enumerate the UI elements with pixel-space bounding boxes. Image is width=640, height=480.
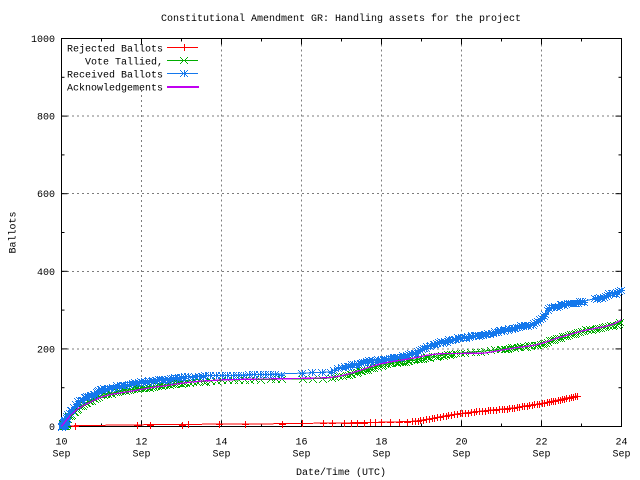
svg-text:Received Ballots: Received Ballots [67,70,163,82]
svg-text:Constitutional Amendment GR: H: Constitutional Amendment GR: Handling as… [161,13,521,25]
svg-text:16: 16 [295,438,307,449]
svg-text:Rejected Ballots: Rejected Ballots [67,44,163,56]
svg-text:Sep: Sep [212,450,230,461]
svg-text:22: 22 [535,438,547,449]
svg-text:Sep: Sep [532,450,550,461]
svg-text:800: 800 [37,113,55,124]
svg-text:12: 12 [135,438,147,449]
svg-text:Sep: Sep [452,450,470,461]
svg-text:10: 10 [55,438,67,449]
svg-text:Sep: Sep [292,450,310,461]
svg-text:Sep: Sep [612,450,630,461]
svg-text:20: 20 [455,438,467,449]
svg-text:400: 400 [37,268,55,279]
svg-text:Date/Time (UTC): Date/Time (UTC) [296,467,386,479]
svg-text:Sep: Sep [372,450,390,461]
svg-text:24: 24 [615,438,627,449]
svg-text:0: 0 [49,423,55,434]
svg-text:Sep: Sep [132,450,150,461]
svg-text:Vote Tallied,: Vote Tallied, [85,57,163,69]
svg-text:18: 18 [375,438,387,449]
svg-text:Acknowledgements: Acknowledgements [67,83,163,95]
svg-text:Sep: Sep [52,450,70,461]
svg-text:200: 200 [37,345,55,356]
svg-text:600: 600 [37,190,55,201]
svg-text:14: 14 [215,438,227,449]
svg-text:1000: 1000 [31,35,55,46]
svg-text:Ballots: Ballots [8,211,20,253]
